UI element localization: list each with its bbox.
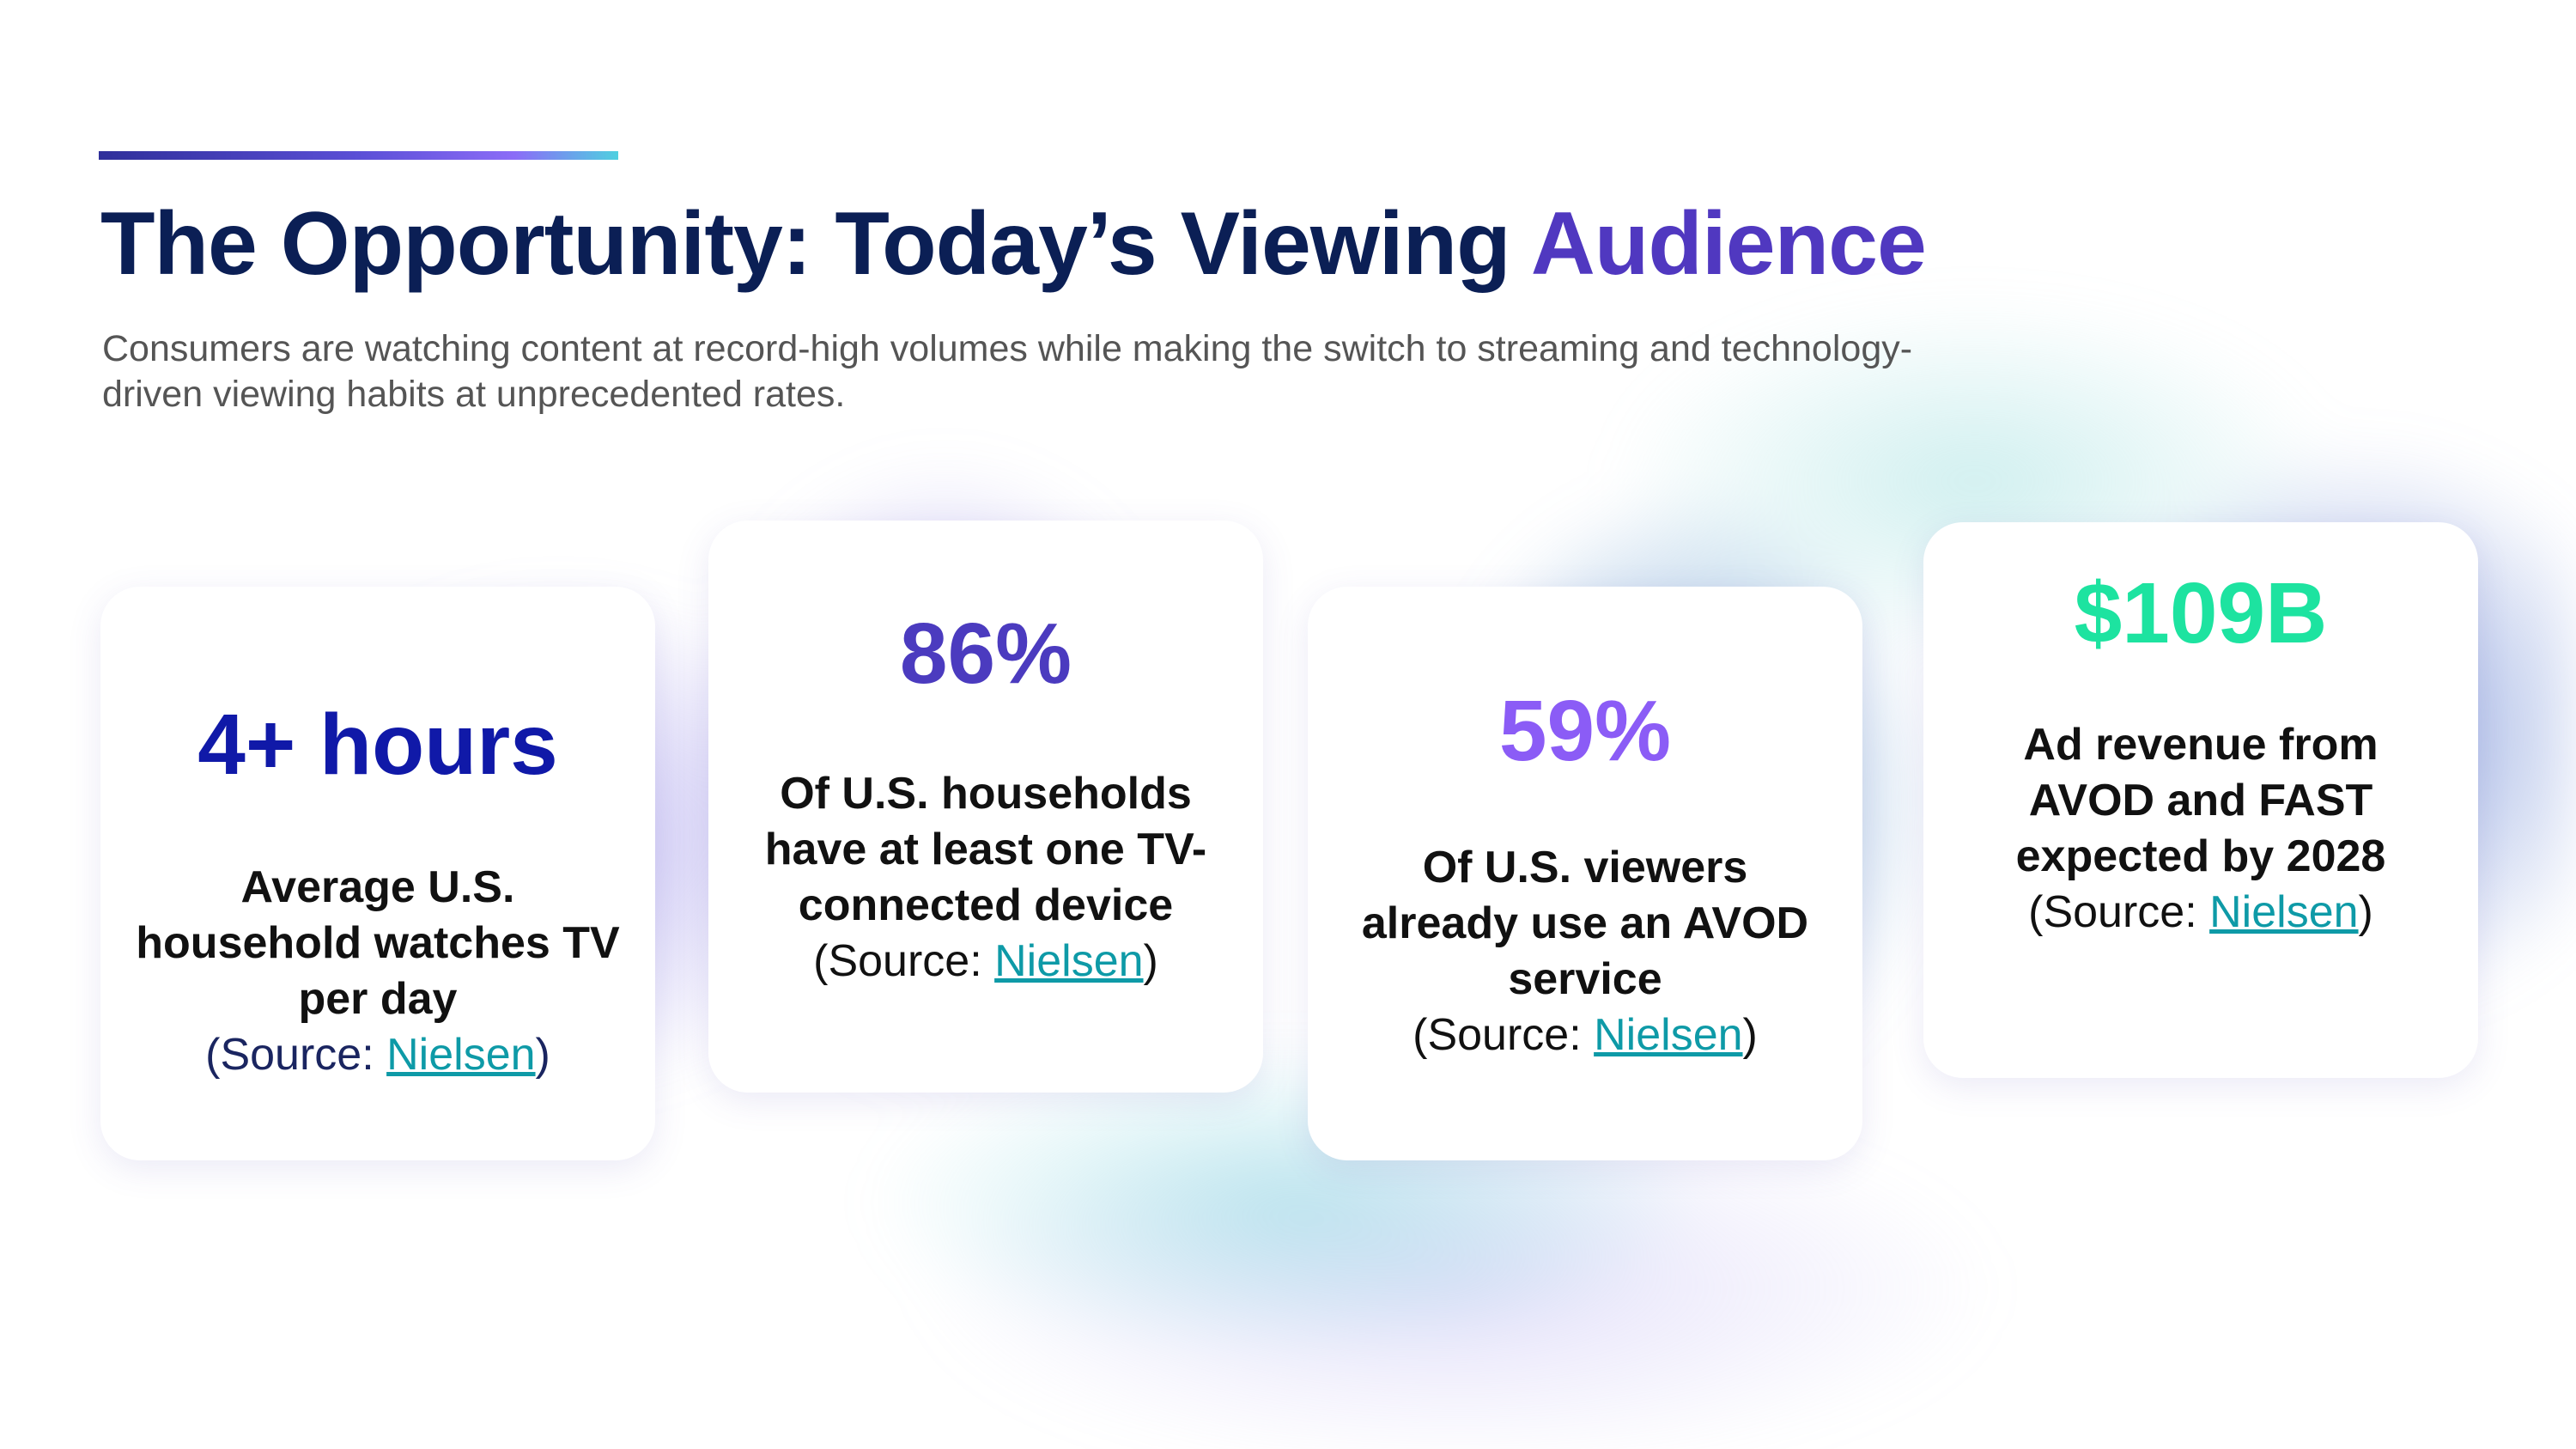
nielsen-link[interactable]: Nielsen: [994, 936, 1144, 986]
description-text: Average U.S. household watches TV per da…: [136, 862, 620, 1024]
page-title: The Opportunity: Today’s Viewing Audienc…: [100, 193, 1927, 295]
page-subtitle: Consumers are watching content at record…: [102, 328, 1913, 415]
stat-card-avod: 59% Of U.S. viewers already use an AVOD …: [1308, 587, 1862, 1160]
stat-value: 4+ hours: [197, 697, 558, 793]
accent-bar: [99, 151, 618, 160]
stat-card-hours: 4+ hours Average U.S. household watches …: [100, 587, 655, 1160]
source-label: (Source: Nielsen): [1413, 1010, 1758, 1060]
source-label: (Source: Nielsen): [813, 936, 1158, 986]
stat-description: Ad revenue from AVOD and FAST expected b…: [1975, 717, 2427, 941]
stat-description: Of U.S. viewers already use an AVOD serv…: [1342, 840, 1828, 1063]
description-text: Of U.S. households have at least one TV-…: [764, 769, 1207, 930]
source-label: (Source: Nielsen): [205, 1030, 550, 1080]
stat-description: Average U.S. household watches TV per da…: [135, 860, 621, 1083]
nielsen-link[interactable]: Nielsen: [2209, 887, 2359, 937]
stat-value: 59%: [1498, 683, 1672, 779]
source-label: (Source: Nielsen): [2028, 887, 2373, 937]
title-highlight: Audience: [1530, 194, 1927, 294]
title-main: The Opportunity: Today’s Viewing: [100, 194, 1511, 294]
description-text: Ad revenue from AVOD and FAST expected b…: [2015, 720, 2386, 881]
description-text: Of U.S. viewers already use an AVOD serv…: [1361, 843, 1809, 1004]
stat-card-ctv: 86% Of U.S. households have at least one…: [708, 521, 1263, 1093]
stat-value: $109B: [2074, 565, 2328, 661]
stat-value: 86%: [899, 606, 1072, 702]
nielsen-link[interactable]: Nielsen: [386, 1030, 536, 1080]
stat-card-revenue: $109B Ad revenue from AVOD and FAST expe…: [1923, 522, 2478, 1078]
nielsen-link[interactable]: Nielsen: [1594, 1010, 1743, 1060]
stat-description: Of U.S. households have at least one TV-…: [734, 766, 1237, 989]
